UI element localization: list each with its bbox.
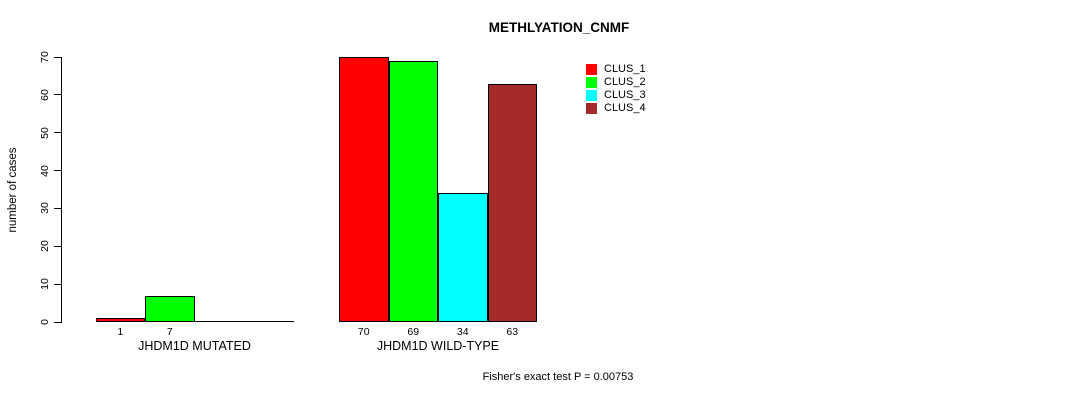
bar-clus_4 xyxy=(487,83,537,322)
legend-item-label: CLUS_4 xyxy=(604,102,646,114)
y-axis-tick-label: 30 xyxy=(39,202,51,215)
legend-item: CLUS_1 xyxy=(586,63,646,76)
y-axis-tick-label: 10 xyxy=(39,278,51,290)
legend-item: CLUS_3 xyxy=(586,89,646,102)
y-axis-tick xyxy=(54,94,62,96)
y-axis-tick xyxy=(54,321,62,323)
category-label: JHDM1D WILD-TYPE xyxy=(376,339,500,353)
bar-clus_2 xyxy=(388,60,438,322)
legend-item-label: CLUS_3 xyxy=(604,89,646,101)
bar-clus_2 xyxy=(145,295,195,322)
bar-value-label: 1 xyxy=(117,326,124,338)
bar-value-label: 70 xyxy=(357,326,370,338)
y-axis-label: number of cases xyxy=(7,147,19,233)
y-axis-tick-label: 20 xyxy=(39,240,51,253)
bar-value-label: 69 xyxy=(407,326,420,338)
category-label: JHDM1D MUTATED xyxy=(138,339,251,353)
y-axis-tick xyxy=(54,207,62,209)
y-axis-tick xyxy=(54,245,62,247)
y-axis-tick xyxy=(54,56,62,58)
y-axis-line xyxy=(61,57,62,323)
y-axis-tick-label: 0 xyxy=(39,319,51,325)
legend-item: CLUS_2 xyxy=(586,76,646,89)
y-axis-tick-label: 50 xyxy=(39,126,51,139)
legend-item-label: CLUS_1 xyxy=(604,63,646,75)
legend: CLUS_1 CLUS_2 CLUS_3 CLUS_4 xyxy=(586,63,646,115)
bar-clus_1 xyxy=(95,318,145,322)
y-axis-tick xyxy=(54,170,62,172)
bar-value-label: 7 xyxy=(166,326,173,338)
bar-value-label: 63 xyxy=(506,326,519,338)
legend-item-label: CLUS_2 xyxy=(604,76,646,88)
annotation-text: Fisher's exact test P = 0.00753 xyxy=(482,371,634,383)
group-baseline xyxy=(95,321,294,322)
bar-clus_3 xyxy=(438,193,488,322)
bar-value-label: 34 xyxy=(456,326,469,338)
y-axis-tick xyxy=(54,132,62,134)
y-axis-tick-label: 40 xyxy=(39,164,51,177)
y-axis-tick xyxy=(54,283,62,285)
bar-clus_1 xyxy=(339,57,389,322)
y-axis-tick-label: 60 xyxy=(39,89,51,101)
chart-title: METHLYATION_CNMF xyxy=(488,20,630,35)
y-axis-tick-label: 70 xyxy=(39,51,51,63)
legend-color-swatch xyxy=(586,103,597,114)
legend-color-swatch xyxy=(586,64,597,75)
legend-color-swatch xyxy=(586,90,597,101)
legend-color-swatch xyxy=(586,77,597,88)
legend-item: CLUS_4 xyxy=(586,102,646,115)
